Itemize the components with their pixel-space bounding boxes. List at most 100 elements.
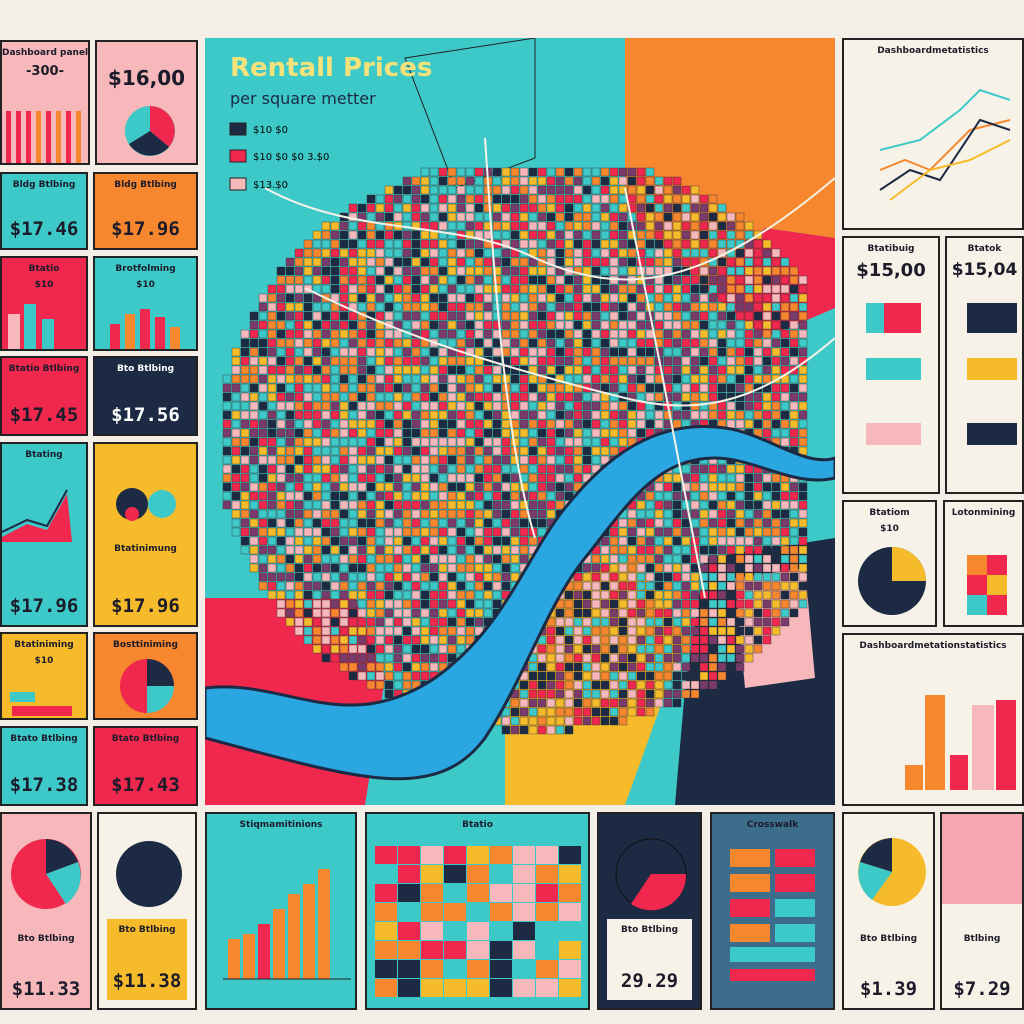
city-block: [627, 338, 637, 348]
city-block: [663, 185, 673, 195]
city-block: [357, 554, 367, 564]
city-block: [555, 212, 565, 222]
city-block: [735, 509, 745, 519]
city-block: [591, 419, 601, 429]
city-block: [402, 203, 412, 213]
city-block: [312, 500, 322, 510]
city-block: [276, 410, 286, 420]
card: Btato Btlbing $17.43: [93, 726, 198, 806]
city-block: [240, 455, 250, 465]
city-block: [537, 671, 547, 681]
city-block: [429, 239, 439, 249]
city-block: [600, 257, 610, 267]
city-block: [429, 356, 439, 366]
city-block: [366, 338, 376, 348]
city-block: [600, 275, 610, 285]
city-block: [429, 194, 439, 204]
city-block: [591, 662, 601, 672]
city-block: [321, 230, 331, 240]
city-block: [384, 230, 394, 240]
city-block: [600, 356, 610, 366]
city-block: [501, 311, 511, 321]
city-block: [699, 482, 709, 492]
city-block: [753, 284, 763, 294]
city-block: [456, 302, 466, 312]
city-block: [456, 500, 466, 510]
city-block: [717, 212, 727, 222]
city-block: [393, 662, 403, 672]
city-block: [789, 500, 799, 510]
city-block: [303, 257, 313, 267]
city-block: [294, 581, 304, 591]
city-block: [600, 221, 610, 231]
city-block: [411, 626, 421, 636]
city-block: [267, 482, 277, 492]
city-block: [726, 383, 736, 393]
city-block: [636, 347, 646, 357]
city-block: [573, 185, 583, 195]
city-block: [564, 203, 574, 213]
city-block: [690, 581, 700, 591]
city-block: [708, 212, 718, 222]
city-block: [654, 257, 664, 267]
city-block: [726, 545, 736, 555]
city-block: [591, 716, 601, 726]
city-block: [393, 500, 403, 510]
city-block: [348, 311, 358, 321]
city-block: [555, 248, 565, 258]
city-block: [312, 509, 322, 519]
heat-cell: [421, 960, 443, 978]
city-block: [510, 392, 520, 402]
city-block: [429, 203, 439, 213]
city-block: [636, 383, 646, 393]
city-block: [591, 617, 601, 627]
city-block: [384, 383, 394, 393]
city-block: [339, 527, 349, 537]
city-block: [330, 491, 340, 501]
city-block: [357, 581, 367, 591]
city-block: [447, 275, 457, 285]
city-block: [276, 428, 286, 438]
city-block: [402, 563, 412, 573]
city-block: [717, 482, 727, 492]
city-block: [618, 302, 628, 312]
city-block: [420, 410, 430, 420]
city-block: [465, 311, 475, 321]
city-block: [528, 419, 538, 429]
city-block: [528, 275, 538, 285]
city-block: [537, 221, 547, 231]
city-block: [465, 419, 475, 429]
city-block: [690, 527, 700, 537]
city-block: [447, 446, 457, 456]
city-block: [528, 689, 538, 699]
city-block: [375, 617, 385, 627]
city-block: [726, 374, 736, 384]
city-block: [366, 482, 376, 492]
city-block: [438, 491, 448, 501]
city-block: [537, 230, 547, 240]
city-block: [438, 212, 448, 222]
city-block: [600, 644, 610, 654]
city-block: [330, 356, 340, 366]
city-block: [546, 401, 556, 411]
city-block: [375, 581, 385, 591]
city-block: [276, 383, 286, 393]
city-block: [438, 590, 448, 600]
city-block: [708, 509, 718, 519]
city-block: [393, 293, 403, 303]
city-block: [357, 203, 367, 213]
city-block: [384, 356, 394, 366]
city-block: [708, 203, 718, 213]
city-block: [258, 311, 268, 321]
city-block: [402, 410, 412, 420]
city-block: [546, 653, 556, 663]
city-block: [681, 509, 691, 519]
city-block: [501, 500, 511, 510]
city-block: [546, 329, 556, 339]
city-block: [546, 347, 556, 357]
city-block: [618, 716, 628, 726]
city-block: [564, 680, 574, 690]
city-block: [411, 653, 421, 663]
city-block: [474, 518, 484, 528]
city-block: [312, 419, 322, 429]
